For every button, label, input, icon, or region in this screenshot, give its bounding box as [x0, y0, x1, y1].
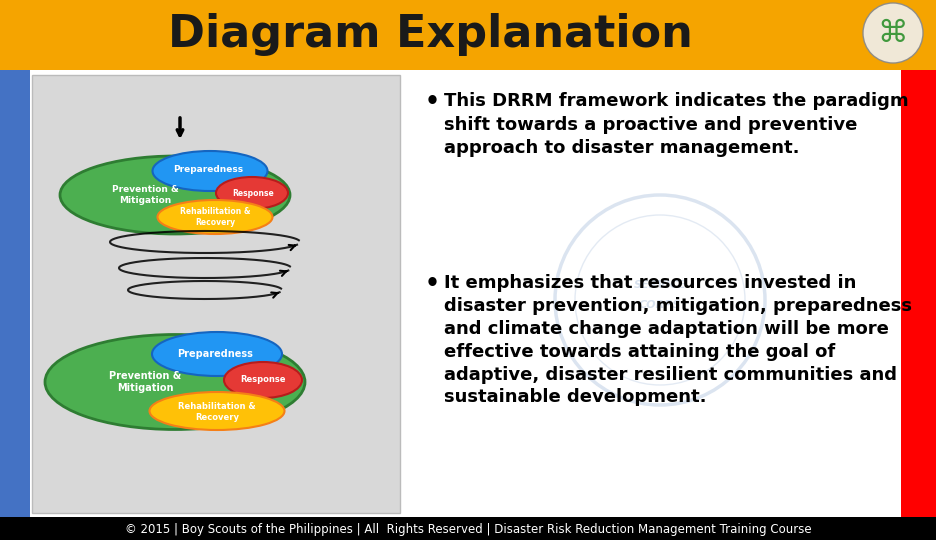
Text: Preparedness: Preparedness — [177, 349, 253, 359]
Text: SERVICE: SERVICE — [634, 280, 686, 290]
Text: This DRRM framework indicates the paradigm shift towards a proactive and prevent: This DRRM framework indicates the paradi… — [444, 92, 909, 157]
Text: •: • — [425, 272, 440, 296]
Bar — [0, 70, 30, 517]
Ellipse shape — [152, 332, 282, 376]
Circle shape — [863, 3, 923, 63]
Text: Rehabilitation &
Recovery: Rehabilitation & Recovery — [178, 402, 256, 422]
Text: Response: Response — [232, 188, 274, 198]
Bar — [0, 517, 936, 540]
Text: Prevention &
Mitigation: Prevention & Mitigation — [109, 371, 182, 393]
Ellipse shape — [60, 156, 290, 234]
Bar — [0, 0, 936, 70]
Ellipse shape — [150, 392, 285, 430]
Text: •: • — [425, 90, 440, 114]
Text: Rehabilitation &
Recovery: Rehabilitation & Recovery — [180, 207, 250, 227]
Text: Preparedness: Preparedness — [173, 165, 243, 174]
Text: ⌘: ⌘ — [878, 18, 908, 48]
Text: Response: Response — [241, 375, 285, 384]
Bar — [901, 70, 936, 517]
Text: CORPS: CORPS — [638, 300, 681, 310]
Bar — [32, 75, 400, 513]
Text: Prevention &
Mitigation: Prevention & Mitigation — [111, 185, 179, 205]
Text: © 2015 | Boy Scouts of the Philippines | All  Rights Reserved | Disaster Risk Re: © 2015 | Boy Scouts of the Philippines |… — [124, 523, 812, 536]
Text: Diagram Explanation: Diagram Explanation — [168, 14, 693, 57]
Ellipse shape — [224, 362, 302, 398]
Ellipse shape — [216, 177, 288, 209]
Ellipse shape — [45, 334, 305, 429]
Text: It emphasizes that resources invested in disaster prevention, mitigation, prepar: It emphasizes that resources invested in… — [444, 274, 912, 407]
Ellipse shape — [157, 200, 272, 234]
Ellipse shape — [153, 151, 268, 191]
